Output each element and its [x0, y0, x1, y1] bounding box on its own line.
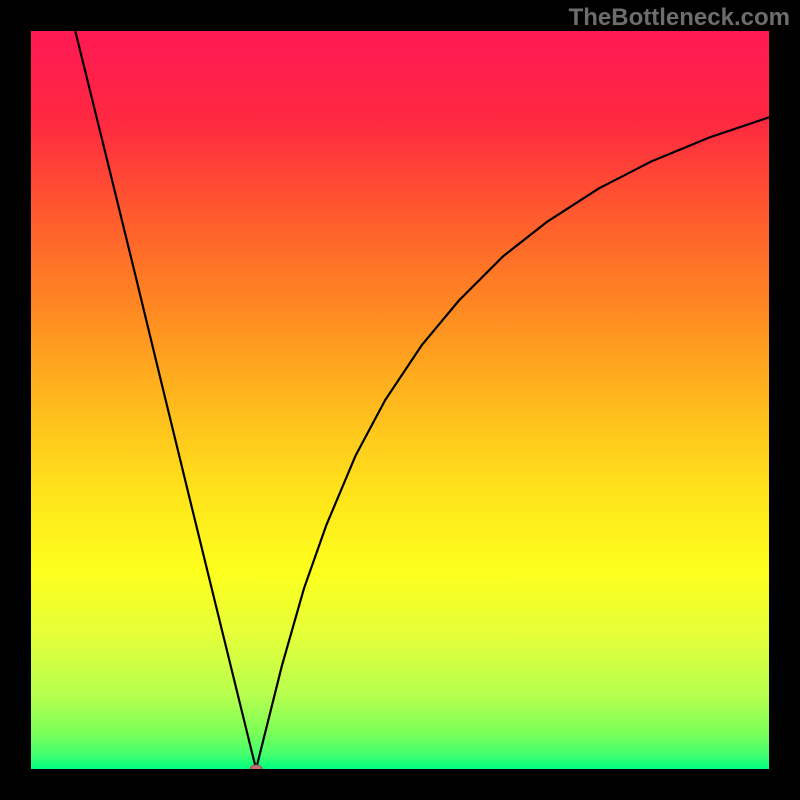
chart-outer-frame: TheBottleneck.com [0, 0, 800, 800]
plot-area [31, 31, 769, 769]
minimum-marker [250, 765, 262, 769]
chart-svg [31, 31, 769, 769]
watermark-text: TheBottleneck.com [569, 4, 790, 32]
gradient-background [31, 31, 769, 769]
